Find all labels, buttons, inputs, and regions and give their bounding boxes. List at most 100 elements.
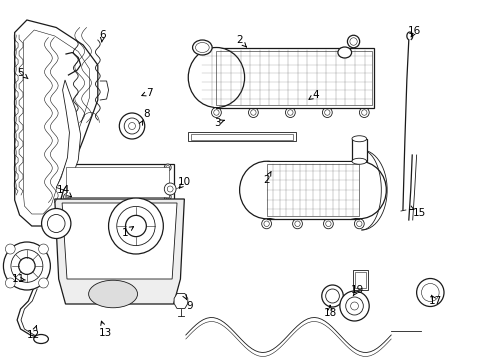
- Bar: [214, 49, 219, 107]
- Circle shape: [322, 108, 331, 117]
- Circle shape: [324, 110, 329, 115]
- Bar: [216, 50, 371, 104]
- Bar: [61, 163, 173, 201]
- Circle shape: [294, 221, 300, 226]
- Polygon shape: [62, 203, 177, 279]
- Bar: [264, 162, 361, 218]
- Text: 8: 8: [143, 109, 150, 119]
- Circle shape: [164, 194, 171, 201]
- Circle shape: [421, 284, 438, 302]
- Circle shape: [19, 258, 35, 274]
- Text: 10: 10: [178, 177, 191, 187]
- Circle shape: [65, 195, 69, 199]
- Ellipse shape: [195, 42, 209, 53]
- Text: 19: 19: [349, 285, 363, 295]
- Ellipse shape: [332, 161, 386, 219]
- Text: 18: 18: [323, 307, 336, 318]
- Circle shape: [165, 166, 169, 170]
- Text: 15: 15: [412, 207, 426, 217]
- Polygon shape: [55, 199, 184, 304]
- Bar: [66, 167, 168, 197]
- Ellipse shape: [337, 47, 351, 58]
- Circle shape: [3, 242, 50, 290]
- Circle shape: [221, 50, 231, 60]
- Bar: [216, 48, 373, 108]
- Ellipse shape: [351, 158, 366, 164]
- Bar: [354, 272, 365, 288]
- Ellipse shape: [351, 136, 366, 142]
- Ellipse shape: [188, 48, 244, 108]
- Circle shape: [128, 122, 135, 130]
- Text: 1: 1: [121, 228, 128, 238]
- Text: 9: 9: [186, 301, 193, 311]
- Bar: [188, 132, 295, 141]
- Circle shape: [285, 108, 295, 117]
- Circle shape: [213, 110, 219, 115]
- Ellipse shape: [88, 280, 137, 308]
- Circle shape: [323, 219, 333, 229]
- Circle shape: [248, 108, 258, 117]
- Circle shape: [359, 108, 368, 117]
- Ellipse shape: [349, 38, 356, 45]
- Ellipse shape: [239, 161, 293, 219]
- Circle shape: [223, 52, 228, 58]
- Text: 12: 12: [26, 330, 40, 340]
- Circle shape: [325, 221, 330, 226]
- Text: 11: 11: [12, 274, 25, 284]
- Bar: [266, 164, 359, 216]
- Bar: [190, 134, 293, 139]
- Circle shape: [11, 250, 43, 282]
- Text: 5: 5: [17, 68, 24, 77]
- Polygon shape: [15, 20, 98, 226]
- Text: 17: 17: [427, 296, 441, 306]
- Circle shape: [211, 108, 221, 117]
- Circle shape: [108, 198, 163, 254]
- Polygon shape: [174, 293, 187, 309]
- Circle shape: [41, 208, 71, 238]
- Text: 4: 4: [311, 90, 318, 100]
- Circle shape: [63, 194, 70, 201]
- Text: 7: 7: [145, 87, 152, 98]
- Ellipse shape: [346, 35, 359, 48]
- Circle shape: [250, 110, 256, 115]
- Circle shape: [39, 278, 48, 288]
- Circle shape: [345, 297, 363, 315]
- Circle shape: [124, 118, 140, 134]
- Circle shape: [63, 164, 70, 171]
- Circle shape: [350, 302, 358, 310]
- Circle shape: [292, 219, 302, 229]
- Polygon shape: [23, 30, 89, 214]
- Bar: [352, 270, 367, 290]
- Circle shape: [261, 219, 271, 229]
- Circle shape: [125, 215, 146, 237]
- Text: 3: 3: [214, 117, 221, 127]
- Bar: [266, 161, 359, 219]
- Circle shape: [5, 244, 15, 254]
- Circle shape: [339, 291, 368, 321]
- Bar: [351, 139, 366, 161]
- Text: 16: 16: [407, 26, 421, 36]
- Circle shape: [356, 221, 361, 226]
- Circle shape: [5, 278, 15, 288]
- Circle shape: [321, 285, 343, 307]
- Circle shape: [117, 206, 155, 246]
- Text: 2: 2: [236, 35, 243, 45]
- Circle shape: [164, 183, 176, 195]
- Ellipse shape: [192, 40, 212, 55]
- Circle shape: [361, 110, 366, 115]
- Circle shape: [354, 219, 364, 229]
- Text: 6: 6: [99, 30, 106, 40]
- Circle shape: [287, 110, 292, 115]
- Circle shape: [416, 279, 443, 306]
- Circle shape: [264, 221, 269, 226]
- Polygon shape: [56, 80, 81, 190]
- Circle shape: [164, 164, 171, 171]
- Circle shape: [65, 166, 69, 170]
- Circle shape: [165, 195, 169, 199]
- Text: 2: 2: [263, 175, 269, 185]
- Ellipse shape: [34, 334, 48, 343]
- Circle shape: [39, 244, 48, 254]
- Circle shape: [167, 186, 173, 192]
- Text: 14: 14: [57, 185, 70, 195]
- Text: 13: 13: [98, 328, 112, 338]
